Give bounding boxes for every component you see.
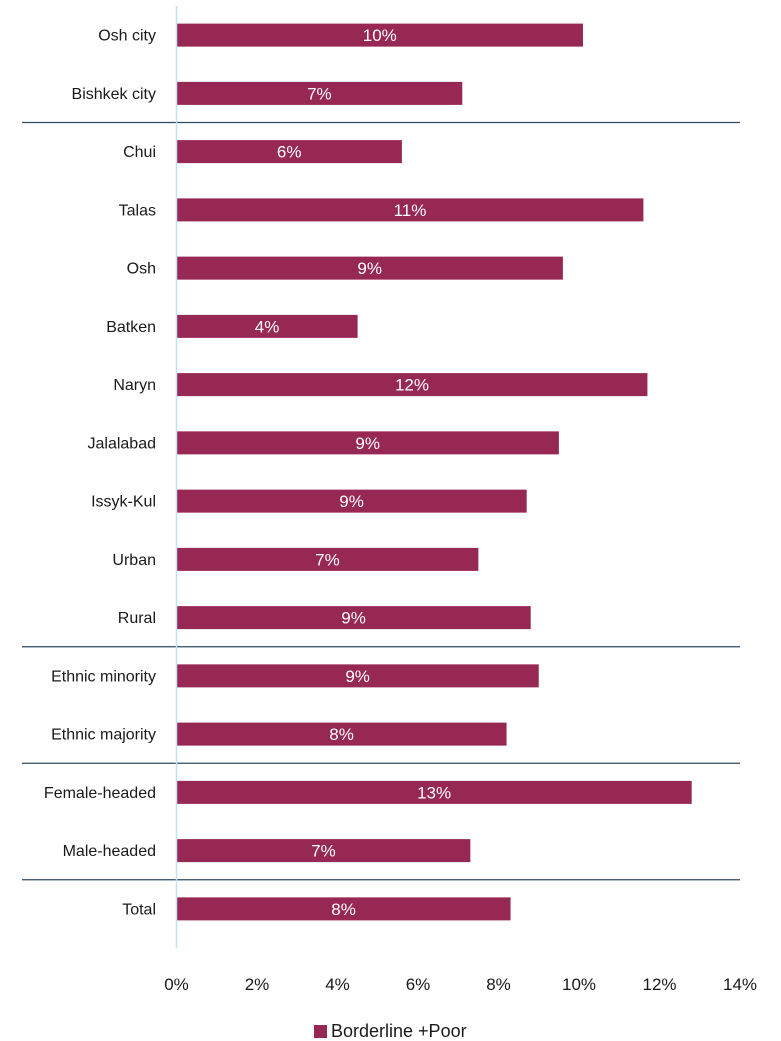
bar-value-label: 7% (315, 550, 340, 569)
category-label: Osh (127, 261, 156, 278)
category-label: Batken (106, 319, 156, 336)
bar-value-label: 8% (331, 900, 356, 919)
x-tick-label: 2% (245, 975, 270, 994)
bar-value-label: 7% (307, 84, 332, 103)
bar (176, 606, 531, 630)
bar (176, 489, 527, 513)
category-label: Female-headed (44, 785, 156, 802)
bar (176, 664, 539, 688)
bar (176, 839, 471, 863)
bar-value-label: 8% (329, 725, 354, 744)
x-tick-label: 0% (164, 975, 189, 994)
bar (176, 314, 358, 338)
category-label: Issyk-Kul (91, 494, 156, 511)
bar (176, 81, 463, 105)
category-label: Ethnic majority (51, 727, 156, 744)
x-tick-label: 14% (723, 975, 757, 994)
category-label: Talas (119, 202, 156, 219)
category-label: Bishkek city (72, 86, 156, 103)
category-label: Jalalabad (88, 435, 157, 452)
x-tick-label: 8% (486, 975, 511, 994)
legend-label: Borderline +Poor (331, 1021, 467, 1041)
bar-value-label: 9% (357, 259, 382, 278)
bar-value-label: 9% (345, 667, 370, 686)
bar-value-label: 13% (417, 783, 451, 802)
bar-value-label: 6% (277, 143, 302, 162)
bar-value-label: 9% (339, 492, 364, 511)
bar (176, 373, 648, 397)
category-label: Male-headed (63, 843, 156, 860)
bar-value-label: 4% (255, 317, 280, 336)
x-tick-label: 6% (406, 975, 431, 994)
bar-value-label: 11% (394, 201, 427, 220)
category-label: Chui (123, 144, 156, 161)
category-label: Rural (118, 610, 156, 627)
bar (176, 198, 644, 222)
bar (176, 23, 584, 47)
x-tick-label: 10% (562, 975, 596, 994)
category-label: Ethnic minority (51, 668, 156, 685)
category-label: Total (122, 901, 156, 918)
x-tick-label: 4% (325, 975, 350, 994)
bar (176, 256, 563, 280)
category-label: Urban (112, 552, 156, 569)
x-tick-label: 12% (642, 975, 676, 994)
bar-value-label: 12% (395, 376, 429, 395)
bar (176, 897, 511, 921)
bar (176, 140, 402, 164)
bar (176, 547, 479, 571)
category-label: Osh city (98, 28, 156, 45)
bar (176, 722, 507, 746)
bar-value-label: 7% (311, 842, 336, 861)
bar-value-label: 9% (355, 434, 380, 453)
bar-value-label: 10% (363, 26, 397, 45)
bar-value-label: 9% (341, 609, 366, 628)
legend-swatch (314, 1025, 327, 1038)
bar (176, 780, 692, 804)
bar (176, 431, 559, 455)
category-label: Naryn (113, 377, 156, 394)
